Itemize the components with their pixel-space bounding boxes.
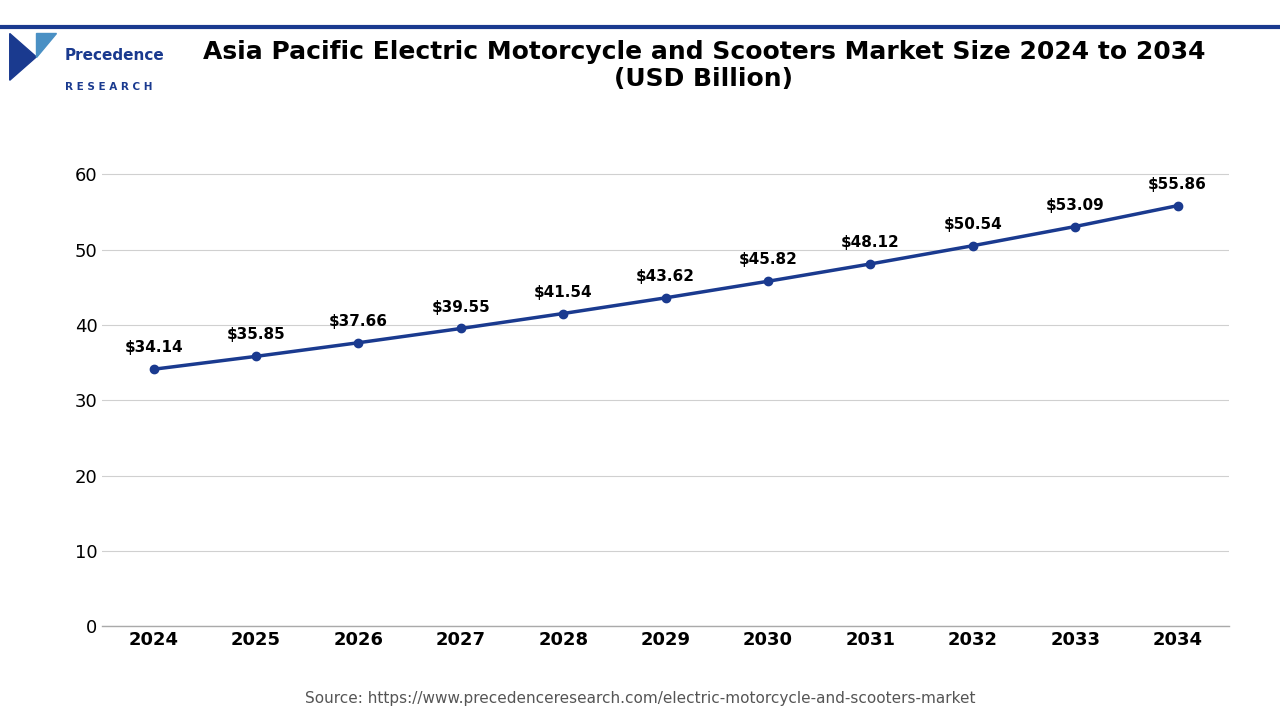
Text: $43.62: $43.62 [636,269,695,284]
Text: Precedence: Precedence [64,48,164,63]
Text: $55.86: $55.86 [1148,176,1207,192]
Text: $45.82: $45.82 [739,253,797,267]
Text: $39.55: $39.55 [431,300,490,315]
Text: $34.14: $34.14 [124,341,183,356]
Text: $53.09: $53.09 [1046,197,1105,212]
Text: Source: https://www.precedenceresearch.com/electric-motorcycle-and-scooters-mark: Source: https://www.precedenceresearch.c… [305,690,975,706]
Text: $41.54: $41.54 [534,284,593,300]
Text: Asia Pacific Electric Motorcycle and Scooters Market Size 2024 to 2034
(USD Bill: Asia Pacific Electric Motorcycle and Sco… [202,40,1206,91]
Text: R E S E A R C H: R E S E A R C H [64,82,152,92]
Text: $48.12: $48.12 [841,235,900,250]
Polygon shape [36,33,56,57]
Text: $35.85: $35.85 [227,328,285,343]
Text: $37.66: $37.66 [329,314,388,329]
Polygon shape [10,33,36,80]
Text: $50.54: $50.54 [943,217,1002,232]
